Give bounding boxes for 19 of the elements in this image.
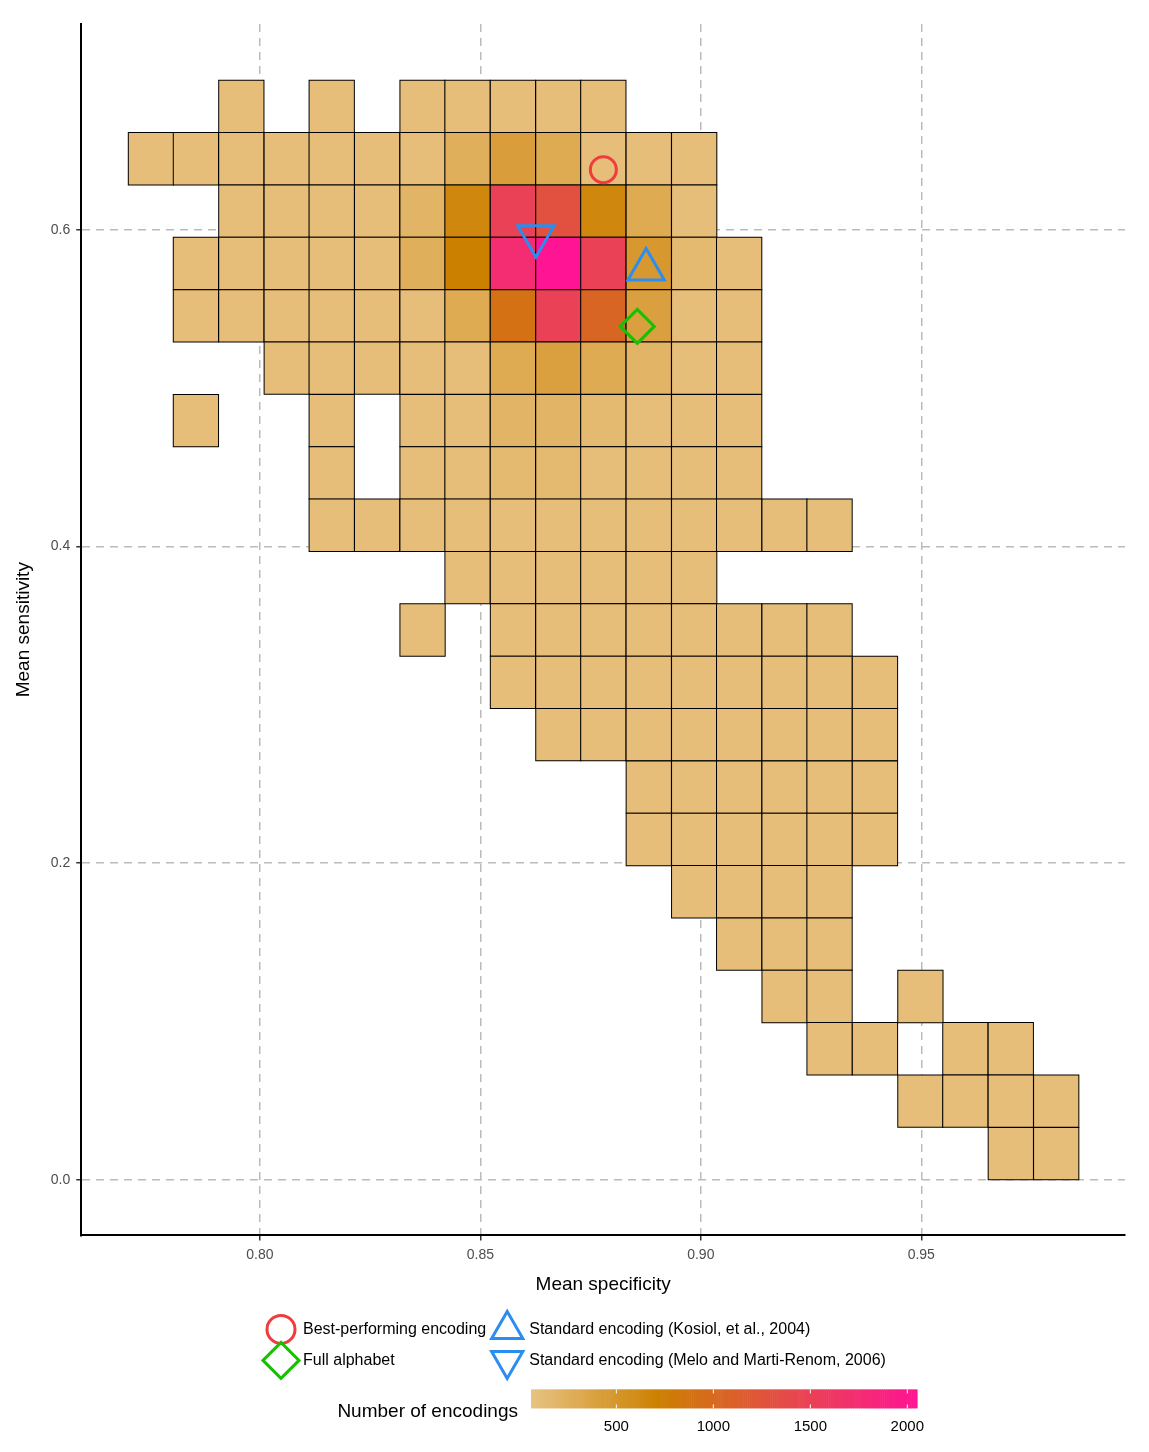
color-bar-label: 2000 [890, 1416, 924, 1434]
x-tick-label: 0.80 [246, 1245, 274, 1262]
legend-label: Best-performing encoding [303, 1319, 487, 1337]
color-bar-label: 1000 [696, 1416, 731, 1434]
legend-label: Full alphabet [303, 1350, 396, 1368]
legend-label: Standard encoding (Kosiol, et al., 2004) [529, 1319, 811, 1337]
color-bar-label: 1500 [793, 1416, 827, 1434]
y-tick-label: 0.2 [50, 853, 71, 870]
color-bar-title: Number of encodings [337, 1399, 518, 1421]
x-axis-title: Mean specificity [535, 1272, 672, 1294]
y-tick-label: 0.6 [50, 220, 71, 237]
y-axis-title: Mean sensitivity [11, 561, 33, 698]
x-tick-label: 0.85 [466, 1245, 495, 1262]
legend-label: Standard encoding (Melo and Marti-Renom, 2006) [529, 1350, 886, 1368]
y-tick-label: 0.0 [50, 1170, 71, 1187]
y-tick-label: 0.4 [50, 537, 71, 554]
x-tick-label: 0.95 [907, 1245, 936, 1262]
x-tick-label: 0.90 [687, 1245, 715, 1262]
color-bar-label: 500 [603, 1416, 629, 1434]
